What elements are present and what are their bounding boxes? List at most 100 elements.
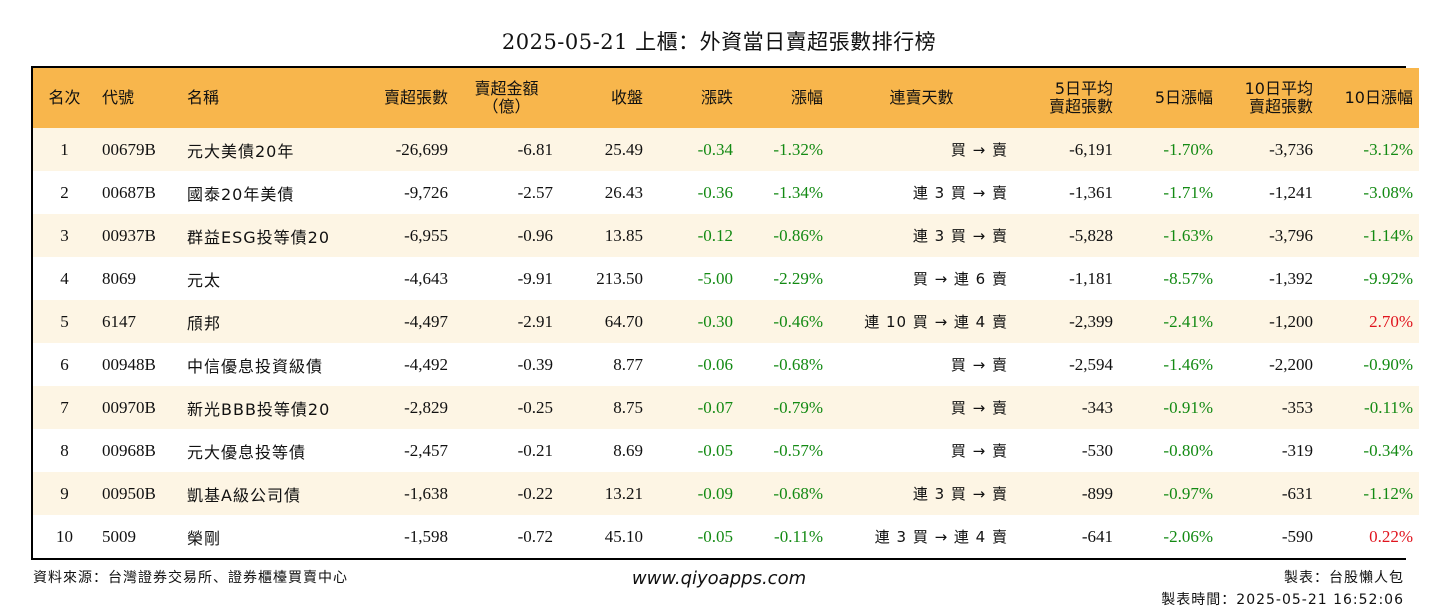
cell-sell-lots: -1,638	[404, 483, 448, 503]
table-row: 8 00968B 元大優息投等債 -2,457 -0.21 8.69 -0.05 -0.57%…	[33, 429, 1419, 472]
cell-avg10: -1,392	[1269, 268, 1313, 288]
cell-chg10: -3.08%	[1363, 182, 1413, 202]
table-row: 3 00937B 群益ESG投等債20 -6,955 -0.96 13.85 -0.12 -0…	[33, 214, 1419, 257]
header-avg10-line2: 賣超張數	[1248, 97, 1313, 116]
cell-streak: 買 → 賣	[950, 442, 1008, 460]
cell-avg10: -590	[1281, 526, 1313, 546]
cell-change: -0.09	[697, 483, 733, 503]
cell-name: 新光BBB投等債20	[187, 399, 331, 419]
cell-chg5: -0.91%	[1163, 397, 1213, 417]
cell-avg5: -899	[1081, 483, 1113, 503]
cell-avg10: -3,736	[1269, 139, 1313, 159]
cell-sell-lots: -4,497	[404, 311, 448, 331]
header-change-pct: 漲幅	[790, 88, 823, 107]
cell-close: 13.85	[604, 225, 643, 245]
maker-info: 製表：台股懶人包 製表時間：2025-05-21 16:52:06	[1161, 567, 1404, 611]
cell-sell-lots: -1,598	[404, 526, 448, 546]
cell-avg5: -6,191	[1069, 139, 1113, 159]
cell-code: 00970B	[102, 397, 156, 417]
cell-rank: 3	[60, 225, 69, 245]
header-sell-amount-line2: （億）	[482, 97, 531, 116]
cell-avg5: -1,361	[1069, 182, 1113, 202]
data-source: 資料來源：台灣證券交易所、證券櫃檯買賣中心	[33, 570, 348, 586]
cell-streak: 連 3 買 → 賣	[912, 227, 1008, 245]
cell-avg10: -3,796	[1269, 225, 1313, 245]
cell-name: 凱基A級公司債	[187, 485, 301, 505]
cell-avg5: -530	[1081, 440, 1113, 460]
cell-code: 00679B	[102, 139, 156, 159]
cell-streak: 買 → 賣	[950, 356, 1008, 374]
cell-code: 00950B	[102, 483, 156, 503]
page-title: 2025-05-21 上櫃：外資當日賣超張數排行榜	[501, 30, 937, 54]
cell-rank: 1	[60, 139, 69, 159]
cell-chg5: -0.80%	[1163, 440, 1213, 460]
cell-chg5: -0.97%	[1163, 483, 1213, 503]
table-row: 10 5009 榮剛 -1,598 -0.72 45.10 -0.05 -0.11% 連 3 買…	[33, 515, 1419, 558]
cell-sell-amount: -2.57	[517, 182, 553, 202]
cell-chg5: -1.63%	[1163, 225, 1213, 245]
cell-chg10: -0.90%	[1363, 354, 1413, 374]
header-code: 代號	[102, 88, 135, 107]
table-row: 2 00687B 國泰20年美債 -9,726 -2.57 26.43 -0.36 -1.34…	[33, 171, 1419, 214]
cell-sell-amount: -0.22	[517, 483, 553, 503]
cell-code: 6147	[102, 311, 136, 331]
cell-avg5: -343	[1081, 397, 1113, 417]
cell-chg10: 2.70%	[1369, 311, 1413, 331]
cell-avg5: -2,399	[1069, 311, 1113, 331]
cell-rank: 7	[60, 397, 69, 417]
cell-change: -0.12	[697, 225, 733, 245]
cell-change: -0.05	[697, 440, 733, 460]
cell-avg10: -631	[1281, 483, 1313, 503]
cell-change-pct: -0.79%	[773, 397, 823, 417]
cell-chg5: -2.41%	[1163, 311, 1213, 331]
cell-change: -0.05	[697, 526, 733, 546]
cell-avg5: -1,181	[1069, 268, 1113, 288]
cell-change: -0.36	[697, 182, 733, 202]
cell-code: 00948B	[102, 354, 156, 374]
header-avg5: 5日平均 賣超張數	[1014, 68, 1119, 128]
cell-sell-lots: -9,726	[404, 182, 448, 202]
maker: 製表：台股懶人包	[1284, 570, 1404, 586]
cell-chg5: -1.46%	[1163, 354, 1213, 374]
cell-streak: 買 → 賣	[950, 141, 1008, 159]
cell-change-pct: -1.32%	[773, 139, 823, 159]
website: www.qiyoapps.com	[631, 568, 807, 589]
cell-chg10: -0.34%	[1363, 440, 1413, 460]
cell-sell-amount: -2.91	[517, 311, 553, 331]
header-rank: 名次	[48, 88, 81, 107]
cell-chg5: -1.70%	[1163, 139, 1213, 159]
cell-sell-lots: -4,643	[404, 268, 448, 288]
cell-chg10: -1.12%	[1363, 483, 1413, 503]
cell-sell-amount: -9.91	[517, 268, 553, 288]
cell-rank: 4	[60, 268, 69, 288]
cell-streak: 連 10 買 → 連 4 賣	[864, 313, 1008, 331]
cell-chg5: -1.71%	[1163, 182, 1213, 202]
cell-chg10: -3.12%	[1363, 139, 1413, 159]
cell-change-pct: -0.86%	[773, 225, 823, 245]
cell-change-pct: -0.68%	[773, 354, 823, 374]
header-name: 名稱	[187, 88, 220, 107]
header-avg5-line2: 賣超張數	[1048, 97, 1113, 116]
cell-rank: 6	[60, 354, 69, 374]
cell-sell-lots: -26,699	[395, 139, 448, 159]
cell-sell-lots: -2,457	[404, 440, 448, 460]
cell-chg10: 0.22%	[1369, 526, 1413, 546]
cell-streak: 買 → 連 6 賣	[912, 270, 1008, 288]
cell-change: -0.07	[697, 397, 733, 417]
cell-close: 64.70	[604, 311, 643, 331]
cell-name: 元太	[187, 270, 222, 290]
cell-rank: 8	[60, 440, 69, 460]
cell-rank: 9	[60, 483, 69, 503]
cell-code: 8069	[102, 268, 136, 288]
cell-change-pct: -2.29%	[773, 268, 823, 288]
ranking-table: 名次 代號 名稱 賣超張數 賣超金額 （億） 收盤 漲跌 漲幅 連賣天數 5日平均…	[31, 66, 1419, 560]
cell-avg5: -641	[1081, 526, 1113, 546]
cell-name: 國泰20年美債	[187, 184, 295, 204]
cell-chg5: -2.06%	[1163, 526, 1213, 546]
cell-close: 213.50	[596, 268, 643, 288]
cell-code: 00687B	[102, 182, 156, 202]
cell-chg10: -0.11%	[1364, 397, 1413, 417]
cell-sell-amount: -6.81	[517, 139, 553, 159]
table-body: 1 00679B 元大美債20年 -26,699 -6.81 25.49 -0.34 -1.3…	[33, 128, 1419, 558]
table-row: 1 00679B 元大美債20年 -26,699 -6.81 25.49 -0.34 -1.3…	[33, 128, 1419, 171]
